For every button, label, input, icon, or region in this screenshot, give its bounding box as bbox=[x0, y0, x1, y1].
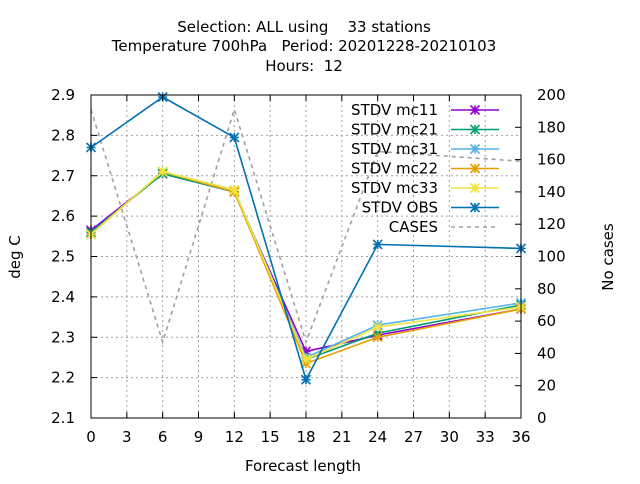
y-axis-label: deg C bbox=[6, 235, 24, 279]
y-tick-label: 2.6 bbox=[51, 207, 75, 225]
title-line-3: Hours: 12 bbox=[265, 57, 343, 75]
chart-title: Selection: ALL using 33 stations Tempera… bbox=[111, 18, 497, 75]
legend-marker-stdv-obs bbox=[471, 203, 480, 212]
y2-tick-label: 120 bbox=[537, 215, 566, 233]
data-point-stdv-mc33 bbox=[230, 185, 239, 194]
x-tick-label: 27 bbox=[404, 428, 423, 446]
legend-marker-stdv-mc31 bbox=[471, 145, 480, 154]
y2-tick-label: 140 bbox=[537, 183, 566, 201]
y2-tick-label: 200 bbox=[537, 86, 566, 104]
legend-marker-stdv-mc21 bbox=[471, 125, 480, 134]
x-tick-label: 0 bbox=[86, 428, 96, 446]
data-point-stdv-mc33 bbox=[158, 167, 167, 176]
legend-label-stdv-mc33: STDV mc33 bbox=[351, 179, 438, 197]
x-tick-label: 21 bbox=[332, 428, 351, 446]
y-tick-label: 2.7 bbox=[51, 167, 75, 185]
title-line-2: Temperature 700hPa Period: 20201228-2021… bbox=[111, 37, 497, 55]
legend-marker-stdv-mc11 bbox=[471, 106, 480, 115]
y2-tick-label: 40 bbox=[537, 344, 556, 362]
y-tick-label: 2.2 bbox=[51, 369, 75, 387]
x-tick-label: 24 bbox=[368, 428, 387, 446]
legend-label-cases: CASES bbox=[389, 218, 438, 236]
x-tick-label: 15 bbox=[261, 428, 280, 446]
y-tick-label: 2.5 bbox=[51, 248, 75, 266]
x-axis-label: Forecast length bbox=[245, 457, 361, 475]
title-line-1: Selection: ALL using 33 stations bbox=[177, 18, 431, 36]
y2-tick-label: 180 bbox=[537, 118, 566, 136]
series-line-stdv-mc31 bbox=[91, 172, 521, 358]
legend-marker-stdv-mc33 bbox=[471, 184, 480, 193]
axes: 0 3 6 9 12 15 18 21 24 27 30 33 362.12.22.32.42.52.6… bbox=[51, 86, 566, 446]
grid bbox=[91, 95, 521, 418]
x-tick-label: 33 bbox=[476, 428, 495, 446]
x-tick-label: 3 bbox=[122, 428, 132, 446]
legend-label-stdv-mc11: STDV mc11 bbox=[351, 101, 438, 119]
y-tick-label: 2.4 bbox=[51, 288, 75, 306]
y2-tick-label: 0 bbox=[537, 409, 547, 427]
x-tick-label: 9 bbox=[194, 428, 204, 446]
y2-axis-label: No cases bbox=[599, 223, 617, 291]
y2-tick-label: 100 bbox=[537, 248, 566, 266]
legend-label-stdv-mc21: STDV mc21 bbox=[351, 121, 438, 139]
y2-tick-label: 60 bbox=[537, 312, 556, 330]
x-tick-label: 12 bbox=[225, 428, 244, 446]
data-point-stdv-obs bbox=[302, 375, 311, 384]
data-point-stdv-obs bbox=[373, 240, 382, 249]
legend-label-stdv-mc31: STDV mc31 bbox=[351, 140, 438, 158]
y-tick-label: 2.9 bbox=[51, 86, 75, 104]
data-point-stdv-mc33 bbox=[373, 323, 382, 332]
legend-label-stdv-mc22: STDV mc22 bbox=[351, 160, 438, 178]
y2-tick-label: 160 bbox=[537, 151, 566, 169]
y-tick-label: 2.1 bbox=[51, 409, 75, 427]
x-tick-label: 18 bbox=[296, 428, 315, 446]
y2-tick-label: 20 bbox=[537, 377, 556, 395]
x-tick-label: 30 bbox=[440, 428, 459, 446]
data-point-stdv-obs bbox=[230, 133, 239, 142]
x-tick-label: 36 bbox=[511, 428, 530, 446]
legend-marker-stdv-mc22 bbox=[471, 164, 480, 173]
x-tick-label: 6 bbox=[158, 428, 168, 446]
y-tick-label: 2.8 bbox=[51, 126, 75, 144]
y-tick-label: 2.3 bbox=[51, 328, 75, 346]
y2-tick-label: 80 bbox=[537, 280, 556, 298]
legend-label-stdv-obs: STDV OBS bbox=[362, 199, 438, 217]
data-point-stdv-mc33 bbox=[302, 355, 311, 364]
data-point-stdv-mc22 bbox=[373, 333, 382, 342]
